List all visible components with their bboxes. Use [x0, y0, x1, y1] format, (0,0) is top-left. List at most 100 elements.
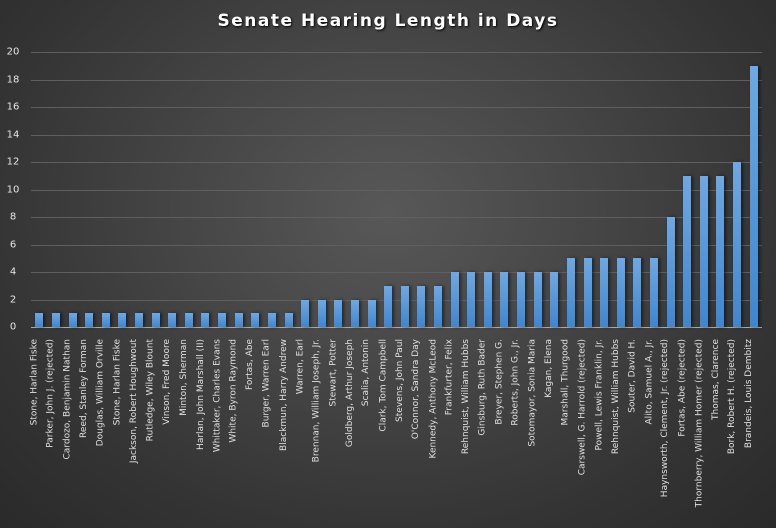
x-tick-label-text: Brennan, William Joseph, Jr.: [311, 339, 322, 463]
x-axis-line: [31, 327, 762, 328]
bar: [550, 272, 559, 327]
bar: [184, 313, 193, 327]
bar: [134, 313, 143, 327]
bar: [467, 272, 476, 327]
y-tick-label: 16: [6, 101, 20, 113]
x-tick-label-text: Clark, Tom Campbell: [378, 339, 389, 432]
x-tick-label-text: Kagan, Elena: [544, 339, 555, 398]
y-tick-label: 18: [6, 74, 20, 85]
x-tick-label-text: Marshall, Thurgood: [560, 339, 571, 426]
x-tick-label-text: Kennedy, Anthony McLeod: [428, 339, 439, 459]
x-tick-label-text: Blackmun, Harry Andrew: [278, 339, 289, 451]
bar: [716, 175, 725, 327]
x-tick-label-text: Rehnquist, William Hubbs: [610, 339, 621, 455]
y-tick-label: 14: [6, 129, 20, 140]
gridline: [31, 217, 762, 218]
x-tick-label-text: Brandeis, Louis Dembitz: [743, 339, 754, 449]
x-tick-label-text: Reed, Stanley Forman: [79, 339, 90, 438]
y-tick-label: 0: [9, 321, 17, 333]
x-tick-label-text: Cardozo, Benjamin Nathan: [62, 339, 73, 460]
y-tick-label: 10: [6, 184, 20, 195]
bar: [51, 313, 60, 327]
x-tick-label-text: Parker, John J. (rejected): [45, 339, 56, 448]
bar: [68, 313, 77, 327]
x-tick-label-text: Ginsburg, Ruth Bader: [477, 339, 488, 436]
bar: [85, 313, 94, 327]
y-tick-label: 12: [6, 156, 20, 168]
x-tick-label-text: Fortas, Abe: [245, 339, 256, 390]
x-tick-label-text: Rehnquist, William Hubbs: [461, 339, 472, 455]
bar: [334, 299, 343, 327]
x-tick-label-text: Stevens, John Paul: [394, 339, 405, 422]
x-tick-label-text: Fortas, Abe (rejected): [677, 339, 688, 437]
chart-title: Senate Hearing Length in Days: [217, 11, 559, 31]
bar: [400, 285, 409, 327]
y-tick-label: 4: [9, 266, 17, 278]
bar: [317, 299, 326, 327]
bar: [616, 258, 625, 327]
y-tick-label: 8: [9, 211, 17, 223]
x-tick-label-text: Whittaker, Charles Evans: [212, 339, 223, 453]
bar: [583, 258, 592, 327]
x-tick-label-text: Roberts, John G., Jr.: [511, 339, 522, 426]
y-tick-label: 2: [9, 294, 17, 305]
bar: [101, 313, 110, 327]
bar: [301, 299, 310, 327]
x-tick-label-text: Stone, Harlan Fiske: [112, 339, 123, 426]
gridline: [31, 134, 762, 136]
gridline: [31, 79, 762, 81]
bar: [118, 313, 127, 327]
x-tick-label-text: Souter, David H.: [627, 339, 638, 413]
x-tick-label-text: Jackson, Robert Houghwout: [128, 339, 139, 464]
gridline: [31, 162, 762, 163]
y-tick-label: 20: [6, 46, 20, 58]
x-tick-label-text: Frankfurter, Felix: [444, 339, 455, 416]
x-tick-label-text: Stewart, Potter: [328, 339, 339, 407]
bar: [450, 272, 459, 327]
x-tick-label-text: Thomas, Clarence: [710, 339, 721, 420]
x-tick-label-text: Burger, Warren Earl: [261, 339, 272, 428]
bar: [384, 285, 393, 327]
x-tick-label-text: Goldberg, Arthur Joseph: [344, 339, 355, 448]
bar: [666, 217, 675, 327]
bar: [699, 175, 708, 327]
x-tick-label-text: Harlan, John Marshall (II): [195, 339, 206, 450]
x-tick-label-text: White, Byron Raymond: [228, 339, 239, 443]
x-tick-label-text: Haynsworth, Clement, Jr. (rejected): [660, 339, 671, 498]
bar: [434, 285, 443, 327]
bar: [234, 313, 243, 327]
x-tick-label-text: Vinson, Fred Moore: [162, 339, 173, 425]
gridline: [31, 299, 762, 301]
bar: [218, 313, 227, 327]
x-tick-label-text: Stone, Harlan Fiske: [29, 339, 40, 426]
plot-area: 0 2 4 6 8 10 12 14 16 18 20: [7, 47, 762, 333]
bar: [533, 272, 542, 327]
bar: [201, 313, 210, 327]
gridline: [31, 189, 762, 191]
bar: [566, 258, 575, 327]
x-tick-label-text: Rutledge, Wiley Blount: [145, 339, 156, 442]
bar: [749, 65, 758, 327]
bar: [251, 313, 260, 327]
bar: [151, 313, 160, 327]
bar: [600, 258, 609, 327]
bar: [267, 313, 276, 327]
y-tick-label: 6: [9, 239, 17, 250]
bar: [284, 313, 293, 327]
x-tick-label-text: Alito, Samuel A., Jr.: [644, 339, 654, 425]
x-tick-label-text: Sotomayor, Sonia Maria: [527, 339, 538, 447]
bar: [367, 299, 376, 327]
x-tick-label-text: O'Connor, Sandra Day: [411, 339, 422, 440]
x-tick-label-text: Carswell, G. Harrold (rejected): [577, 339, 588, 476]
x-tick-label-text: Thornberry, William Homer (rejected): [693, 339, 704, 508]
gridline: [31, 244, 762, 246]
bar: [168, 313, 177, 327]
bar: [733, 162, 742, 327]
bar: [350, 299, 359, 327]
x-tick-label-text: Breyer, Stephen G.: [494, 339, 505, 425]
gridline: [31, 107, 762, 108]
bar: [650, 258, 658, 327]
bar: [633, 258, 642, 327]
x-tick-label-text: Douglas, William Orville: [95, 339, 106, 447]
